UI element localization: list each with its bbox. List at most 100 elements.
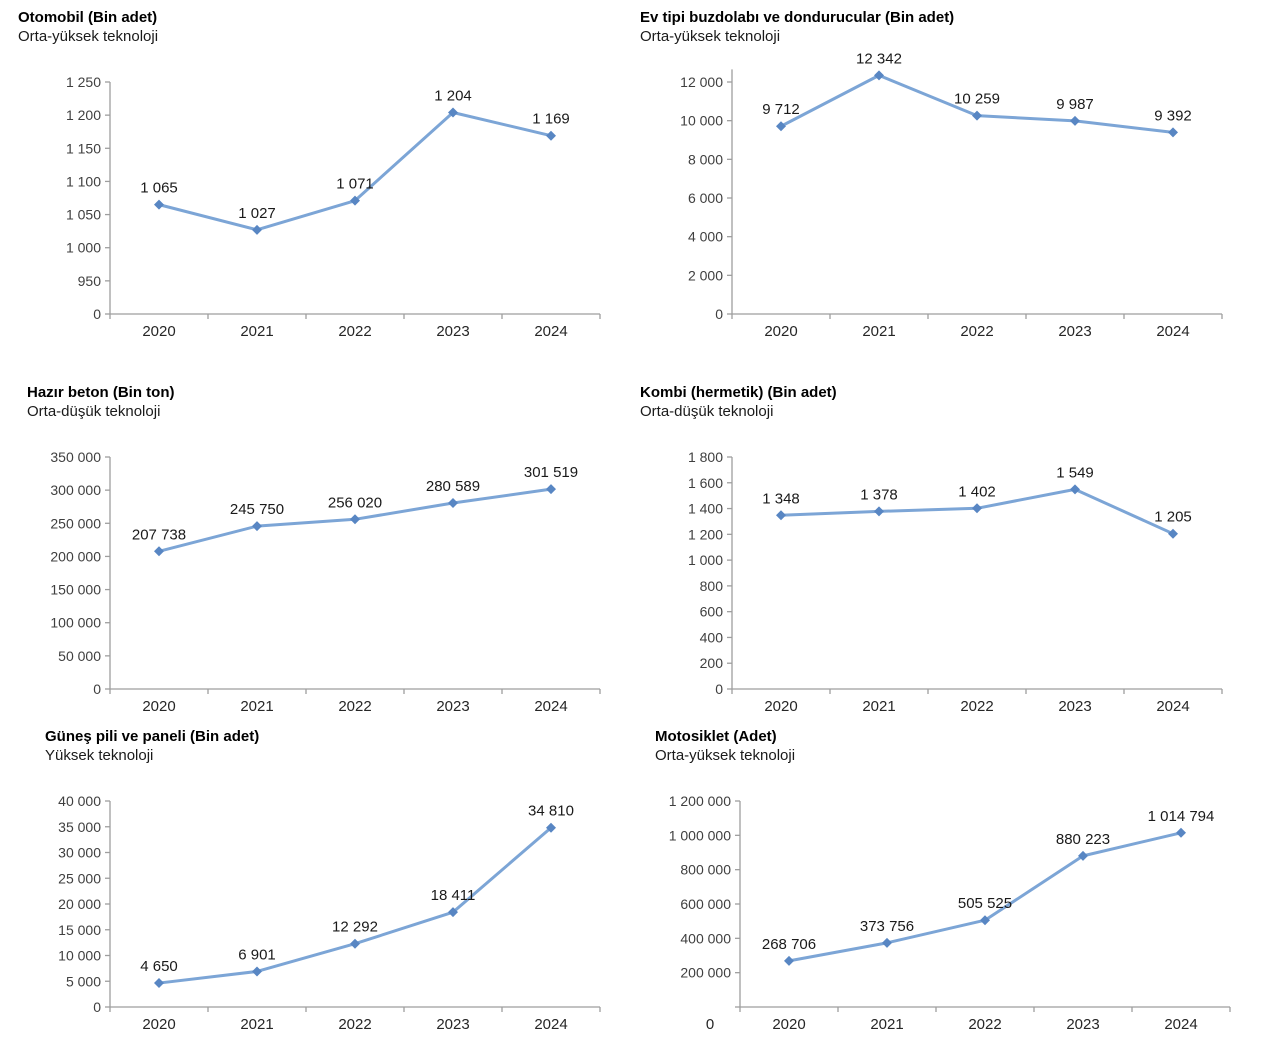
data-point-label: 6 901 xyxy=(238,946,276,963)
chart-subtitle: Orta-yüksek teknoloji xyxy=(18,28,159,45)
chart-title: Motosiklet (Adet) xyxy=(655,728,777,745)
y-tick-label: 35 000 xyxy=(58,819,101,835)
x-axis-year-label: 2021 xyxy=(240,1016,273,1033)
y-tick-label: 300 000 xyxy=(50,482,101,498)
x-axis-year-label: 2024 xyxy=(1156,698,1189,715)
x-axis-year-label: 2023 xyxy=(436,698,469,715)
series-line xyxy=(157,110,553,232)
y-tick-label: 0 xyxy=(715,306,723,322)
x-axis-year-label: 2024 xyxy=(534,323,567,340)
data-point-label: 301 519 xyxy=(524,464,578,481)
x-axis-year-label: 2021 xyxy=(870,1016,903,1033)
x-axis-year-label: 2020 xyxy=(764,698,797,715)
chart-header: Ev tipi buzdolabı ve dondurucular (Bin a… xyxy=(640,8,1230,46)
y-tick-label: 2 000 xyxy=(688,267,723,283)
data-point-marker xyxy=(874,506,884,517)
data-point-marker xyxy=(546,484,556,495)
x-axis-year-label: 2023 xyxy=(436,1016,469,1033)
data-point-marker xyxy=(154,546,164,557)
y-tick-label: 1 200 000 xyxy=(669,793,731,809)
y-tick-label: 100 000 xyxy=(50,615,101,631)
x-axis-year-label: 2020 xyxy=(772,1016,805,1033)
y-tick-label: 5 000 xyxy=(66,973,101,989)
y-tick-label: 950 xyxy=(78,273,102,289)
data-point-marker xyxy=(972,503,982,514)
x-axis-year-label: 2023 xyxy=(1066,1016,1099,1033)
y-zero-x-row-label: 0 xyxy=(706,1016,714,1033)
data-point-label: 880 223 xyxy=(1056,831,1110,848)
x-axis-year-label: 2024 xyxy=(1164,1016,1197,1033)
x-axis-year-label: 2020 xyxy=(142,323,175,340)
y-tick-label: 200 xyxy=(700,655,724,671)
data-point-marker xyxy=(154,978,164,989)
data-point-marker xyxy=(252,966,262,977)
x-axis-year-label: 2022 xyxy=(960,698,993,715)
data-point-marker xyxy=(1070,115,1080,126)
data-point-marker xyxy=(448,107,458,118)
y-tick-label: 350 000 xyxy=(50,449,101,465)
data-point-marker xyxy=(350,195,360,206)
y-tick-label: 1 800 xyxy=(688,449,723,465)
chart-header: Güneş pili ve paneli (Bin adet) Yüksek t… xyxy=(18,727,608,765)
gunes-pili-line-chart: 0 5 000 10 000 15 000 20 000 25 000 30 000 35 0… xyxy=(58,793,601,1033)
y-tick-label: 150 000 xyxy=(50,582,101,598)
chart-subtitle: Orta-düşük teknoloji xyxy=(27,403,161,420)
x-axis-year-label: 2023 xyxy=(436,323,469,340)
y-tick-label: 50 000 xyxy=(58,648,101,664)
hazir-beton-line-chart: 0 50 000 100 000 150 000 200 000 250 000 300 0… xyxy=(50,449,601,715)
x-axis-year-label: 2022 xyxy=(968,1016,1001,1033)
data-point-marker xyxy=(776,510,786,521)
data-point-marker xyxy=(874,70,884,81)
y-tick-label: 6 000 xyxy=(688,190,723,206)
data-point-label: 280 589 xyxy=(426,478,480,495)
data-point-label: 12 292 xyxy=(332,919,378,936)
x-axis-year-label: 2023 xyxy=(1058,323,1091,340)
data-point-label: 1 402 xyxy=(958,483,996,500)
y-tick-label: 40 000 xyxy=(58,793,101,809)
x-axis-year-label: 2022 xyxy=(960,323,993,340)
y-tick-label: 1 600 xyxy=(688,475,723,491)
otomobil-line-chart: 0 950 1 000 1 050 1 100 1 150 1 200 1 250 2020 20… xyxy=(66,74,601,340)
chart-header: Motosiklet (Adet) Orta-yüksek teknoloji xyxy=(648,727,1238,765)
y-tick-label: 30 000 xyxy=(58,845,101,861)
data-point-label: 1 378 xyxy=(860,486,898,503)
x-axis-year-label: 2022 xyxy=(338,323,371,340)
data-point-marker xyxy=(350,514,360,525)
motosiklet-line-chart: 200 000 400 000 600 000 800 000 1 000 000 1 2… xyxy=(669,793,1231,1033)
chart-title: Otomobil (Bin adet) xyxy=(18,9,158,26)
data-point-marker xyxy=(1168,127,1178,138)
data-point-marker xyxy=(448,498,458,509)
chart-motosiklet: Motosiklet (Adet) Orta-yüksek teknoloji … xyxy=(648,727,1238,1047)
data-point-marker xyxy=(980,915,990,926)
chart-subtitle: Yüksek teknoloji xyxy=(45,747,154,764)
x-axis-year-label: 2022 xyxy=(338,698,371,715)
chart-subtitle: Orta-yüksek teknoloji xyxy=(655,747,796,764)
x-axis-year-label: 2021 xyxy=(862,323,895,340)
x-axis-year-label: 2024 xyxy=(1156,323,1189,340)
data-point-label: 268 706 xyxy=(762,936,816,953)
data-point-label: 1 027 xyxy=(238,205,276,222)
chart-otomobil: Otomobil (Bin adet) Orta-yüksek teknoloj… xyxy=(18,8,608,357)
chart-title: Ev tipi buzdolabı ve dondurucular (Bin a… xyxy=(640,9,955,26)
chart-title: Güneş pili ve paneli (Bin adet) xyxy=(45,728,260,745)
data-point-marker xyxy=(1078,850,1088,861)
x-axis-year-label: 2020 xyxy=(142,698,175,715)
data-point-marker xyxy=(350,938,360,949)
data-point-marker xyxy=(882,937,892,948)
data-point-marker xyxy=(1070,484,1080,495)
data-point-label: 373 756 xyxy=(860,918,914,935)
data-point-marker xyxy=(1176,827,1186,838)
data-point-label: 1 071 xyxy=(336,176,374,193)
x-axis-year-label: 2020 xyxy=(142,1016,175,1033)
y-tick-label: 8 000 xyxy=(688,151,723,167)
data-point-label: 1 348 xyxy=(762,490,800,507)
y-tick-label: 600 xyxy=(700,604,724,620)
y-tick-label: 0 xyxy=(93,999,101,1015)
chart-gunes-pili: Güneş pili ve paneli (Bin adet) Yüksek t… xyxy=(18,727,608,1047)
y-tick-label: 10 000 xyxy=(680,113,723,129)
y-tick-label: 1 400 xyxy=(688,501,723,517)
x-axis-year-label: 2024 xyxy=(534,1016,567,1033)
y-tick-label: 1 150 xyxy=(66,140,101,156)
data-point-label: 1 065 xyxy=(140,180,178,197)
data-point-label: 1 204 xyxy=(434,87,472,104)
